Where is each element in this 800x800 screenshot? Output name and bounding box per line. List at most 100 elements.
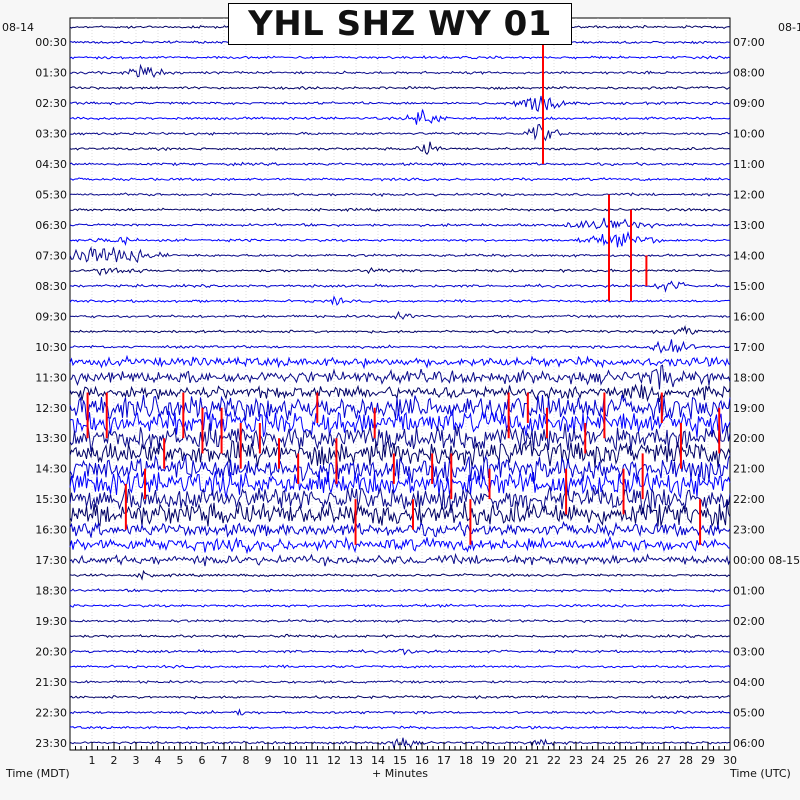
seismic-trace [70,364,731,390]
minute-label: 30 [723,754,737,767]
seismic-trace [69,648,731,656]
left-time-label: 15:30 [35,493,67,506]
seismic-trace [69,439,731,468]
left-time-label: 01:30 [35,67,67,80]
seismic-trace [69,725,731,730]
seismic-trace [69,618,731,624]
minute-label: 28 [679,754,693,767]
left-time-label: 18:30 [35,585,67,598]
seismic-trace [69,409,731,438]
seismic-trace [69,310,731,320]
right-time-label: 16:00 [733,310,765,323]
right-time-label: 08:00 [733,67,765,80]
seismic-trace [69,295,731,306]
minute-label: 11 [305,754,319,767]
minute-label: 20 [503,754,517,767]
seismic-trace [69,161,731,167]
seismic-trace [70,339,731,354]
minute-label: 14 [371,754,385,767]
minute-label: 22 [547,754,561,767]
left-time-label: 06:30 [35,219,67,232]
seismic-trace [69,192,731,198]
minute-label: 25 [613,754,627,767]
right-time-label: 13:00 [733,219,765,232]
minute-label: 18 [459,754,473,767]
seismic-trace [69,217,731,230]
right-time-label: 09:00 [733,97,765,110]
right-time-axis: 07:00 08:00 09:00 10:00 11:00 12:00 13:00 14:00… [733,36,800,750]
left-time-label: 05:30 [35,189,67,202]
seismic-trace [69,633,731,639]
right-time-label: 17:00 [733,341,765,354]
left-time-label: 11:30 [35,371,67,384]
right-time-label: 07:00 [733,36,765,49]
seismic-trace [69,207,731,212]
seismic-trace [69,470,731,500]
left-time-label: 09:30 [35,310,67,323]
minute-label: 19 [481,754,495,767]
right-time-label: 10:00 [733,128,765,141]
right-time-label: 11:00 [733,158,765,171]
seismic-trace [69,141,731,156]
left-time-label: 23:30 [35,737,67,750]
minute-axis: 1 2 3 4 5 6 7 8 9 10 11 12 13 14 15 16 17 18 19 20 21 22 23 24 2… [69,742,737,767]
right-date-label: 08-1 [778,21,800,34]
seismic-trace [69,55,731,60]
minute-label: 1 [89,754,96,767]
seismic-trace [69,569,731,581]
right-time-label: 12:00 [733,189,765,202]
minute-label: 27 [657,754,671,767]
x-axis-title: + Minutes [372,767,428,780]
minute-label: 23 [569,754,583,767]
minute-label: 13 [349,754,363,767]
right-time-label: 14:00 [733,249,765,262]
seismic-trace [70,280,731,293]
right-time-label: 22:00 [733,493,765,506]
right-time-label: 04:00 [733,676,765,689]
seismic-trace [69,603,731,608]
seismic-trace [69,325,731,335]
minute-label: 6 [199,754,206,767]
seismic-trace [69,499,731,530]
minute-label: 9 [265,754,272,767]
trace-group [69,24,731,749]
seismic-trace [69,230,730,248]
right-time-label: 03:00 [733,645,765,658]
seismic-trace [69,552,731,567]
seismic-trace [69,109,731,125]
minute-label: 24 [591,754,605,767]
right-time-label: 21:00 [733,463,765,476]
minute-label: 17 [437,754,451,767]
right-time-label: 01:00 [733,585,765,598]
seismic-trace [69,694,731,700]
right-time-label: 19:00 [733,402,765,415]
left-time-label: 00:30 [35,36,67,49]
minute-label: 16 [415,754,429,767]
left-time-label: 04:30 [35,158,67,171]
seismic-trace [69,177,731,182]
right-time-label: 06:00 [733,737,765,750]
left-time-axis: 00:30 01:30 02:30 03:30 04:30 05:30 06:30 07:30… [35,36,67,750]
seismic-trace [69,588,731,593]
left-time-label: 16:30 [35,524,67,537]
seismic-trace [69,246,731,264]
left-time-label: 12:30 [35,402,67,415]
seismic-trace [69,383,731,403]
left-date-label: 08-14 [2,21,34,34]
left-time-label: 02:30 [35,97,67,110]
right-time-label: 18:00 [733,371,765,384]
right-time-label: 00:00 08-15 [733,554,800,567]
seismic-trace [69,394,731,423]
seismic-trace [69,85,731,91]
right-time-label: 05:00 [733,706,765,719]
minute-label: 10 [283,754,297,767]
seismic-trace [69,95,731,113]
minute-label: 3 [133,754,140,767]
left-time-label: 03:30 [35,128,67,141]
seismic-trace [69,267,731,277]
minute-label: 7 [221,754,228,767]
minute-label: 21 [525,754,539,767]
seismic-trace [69,354,731,370]
left-time-label: 07:30 [35,249,67,262]
